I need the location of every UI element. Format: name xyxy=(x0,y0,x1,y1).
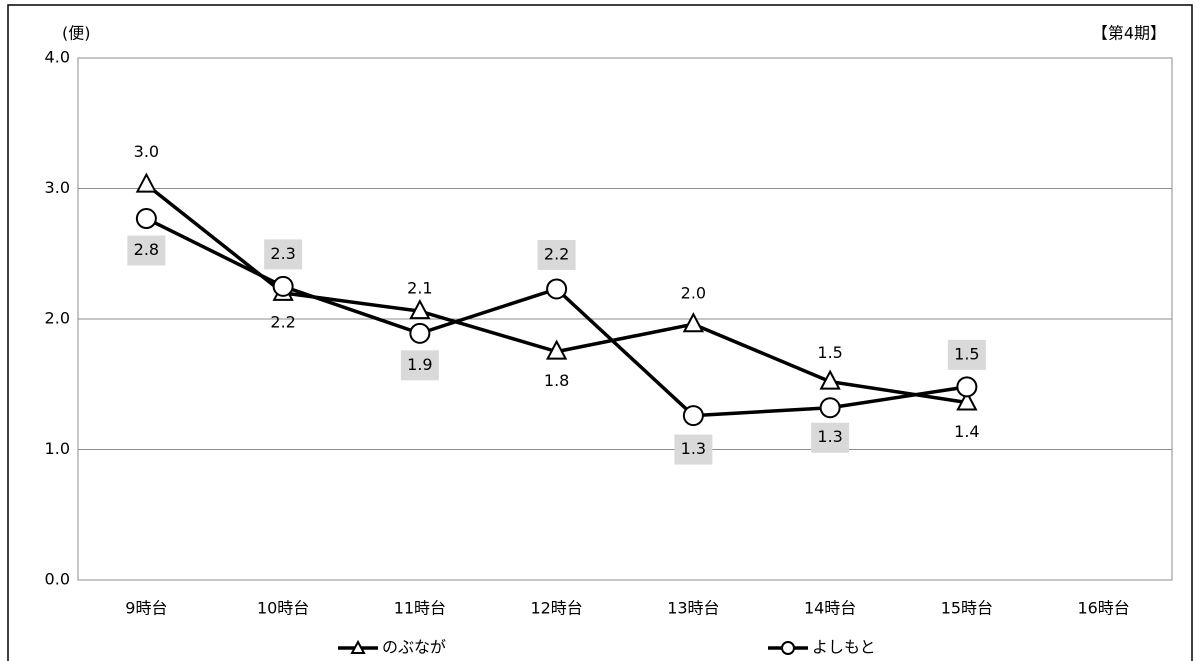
marker-circle xyxy=(682,405,704,427)
value-label: 2.3 xyxy=(270,244,295,263)
marker-triangle xyxy=(956,390,978,411)
value-label-box xyxy=(811,422,850,453)
x-tick-label: 10時台 xyxy=(257,599,309,618)
value-label: 2.2 xyxy=(544,244,569,263)
y-tick-label: 3.0 xyxy=(45,178,70,197)
value-label-box xyxy=(537,239,576,270)
value-label: 3.0 xyxy=(134,142,159,161)
period-label: 【第4期】 xyxy=(1092,24,1166,43)
legend-marker xyxy=(781,641,795,655)
marker-triangle xyxy=(135,172,158,193)
y-tick-label: 2.0 xyxy=(45,309,70,328)
value-label: 1.9 xyxy=(407,355,432,374)
value-label: 1.3 xyxy=(817,427,842,446)
legend-label: よしもと xyxy=(812,638,876,657)
x-tick-label: 12時台 xyxy=(530,599,582,618)
x-tick-label: 13時台 xyxy=(667,599,719,618)
legend-marker xyxy=(350,639,366,654)
value-label: 1.4 xyxy=(954,422,979,441)
value-label: 1.8 xyxy=(544,371,569,390)
x-tick-label: 15時台 xyxy=(941,599,993,618)
value-label-box xyxy=(400,350,439,381)
value-label: 1.5 xyxy=(817,343,842,362)
y-tick-label: 4.0 xyxy=(45,48,70,67)
value-label-box xyxy=(127,235,166,266)
legend-label: のぶなが xyxy=(382,638,446,657)
y-unit-label: (便) xyxy=(62,24,91,43)
marker-triangle xyxy=(545,339,568,360)
y-tick-label: 1.0 xyxy=(45,439,70,458)
marker-circle xyxy=(409,322,431,344)
value-label-box xyxy=(674,434,713,465)
x-tick-label: 14時台 xyxy=(804,599,856,618)
value-label: 2.1 xyxy=(407,279,432,298)
value-label-box xyxy=(947,339,986,370)
value-label: 2.0 xyxy=(681,284,706,303)
marker-circle xyxy=(546,278,568,300)
x-tick-label: 16時台 xyxy=(1077,599,1129,618)
marker-circle xyxy=(819,397,841,419)
value-label: 2.8 xyxy=(134,240,159,259)
marker-triangle xyxy=(682,312,705,333)
marker-circle xyxy=(135,208,157,230)
value-label: 1.3 xyxy=(681,439,706,458)
value-label: 2.2 xyxy=(270,312,295,331)
y-tick-label: 0.0 xyxy=(45,570,70,589)
marker-circle xyxy=(272,275,294,297)
value-label: 1.5 xyxy=(954,344,979,363)
marker-triangle xyxy=(409,299,431,320)
x-tick-label: 9時台 xyxy=(125,599,167,618)
marker-circle xyxy=(956,376,978,398)
value-label-box xyxy=(264,239,303,270)
marker-triangle xyxy=(819,369,841,390)
chart-frame xyxy=(7,4,1193,661)
plot-area xyxy=(77,57,1173,581)
x-tick-label: 11時台 xyxy=(394,599,446,618)
